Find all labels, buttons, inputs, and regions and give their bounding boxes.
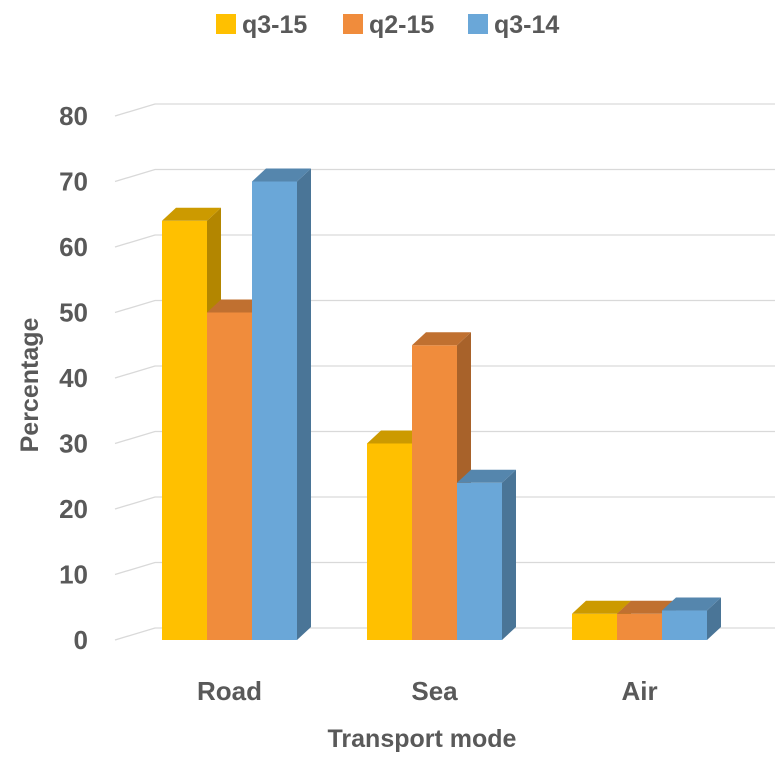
bar-side <box>707 597 721 640</box>
gridline <box>114 365 775 379</box>
gridline <box>114 496 775 510</box>
x-axis-categories: Road Sea Air <box>197 676 658 706</box>
gridline <box>114 430 775 445</box>
y-tick-label: 80 <box>59 101 88 131</box>
bar-top <box>252 168 311 182</box>
bar-front <box>252 181 297 640</box>
legend-item: q3-14 <box>468 11 559 39</box>
legend-label: q2-15 <box>369 11 434 39</box>
x-category-label: Road <box>197 676 262 706</box>
bar-front <box>662 610 707 640</box>
gridline <box>114 561 775 576</box>
y-tick-label: 60 <box>59 232 88 262</box>
gridline <box>114 103 775 117</box>
bar-front <box>617 613 662 640</box>
bar-top <box>617 600 676 614</box>
x-axis-title: Transport mode <box>328 725 517 753</box>
bar-top <box>412 332 471 346</box>
y-tick-label: 30 <box>59 429 88 459</box>
bar-side <box>502 469 516 640</box>
bar-front <box>207 312 252 640</box>
legend-swatch <box>216 14 236 34</box>
y-tick-label: 10 <box>59 560 88 590</box>
bars <box>162 168 721 641</box>
y-tick-label: 40 <box>59 363 88 393</box>
y-tick-label: 70 <box>59 167 88 197</box>
gridline <box>114 299 775 314</box>
bar-front <box>457 482 502 640</box>
bar-front <box>367 443 412 640</box>
bar <box>252 168 311 640</box>
bar-top <box>662 597 721 611</box>
bar-top <box>162 207 221 221</box>
y-axis-title: Percentage <box>16 318 44 453</box>
legend: q3-15 q2-15 q3-14 <box>216 11 559 39</box>
legend-item: q2-15 <box>343 11 434 39</box>
legend-label: q3-15 <box>242 11 307 39</box>
x-category-label: Sea <box>411 676 458 706</box>
legend-item: q3-15 <box>216 11 307 39</box>
bar-top <box>572 600 631 614</box>
gridline <box>114 168 775 183</box>
bar-top <box>207 299 266 313</box>
bar-front <box>162 220 207 641</box>
bar-front <box>412 345 457 640</box>
gridline <box>114 234 775 248</box>
y-tick-label: 50 <box>59 298 88 328</box>
bar <box>457 469 516 640</box>
bar-side <box>297 168 311 640</box>
bar-top <box>367 430 426 444</box>
gridlines <box>114 103 775 641</box>
y-tick-label: 20 <box>59 494 88 524</box>
y-axis-ticks: 0 10 20 30 40 50 60 70 80 <box>59 101 88 655</box>
bar-top <box>457 469 516 483</box>
bar <box>412 332 471 640</box>
legend-swatch <box>343 14 363 34</box>
gridline <box>114 627 775 641</box>
bar <box>662 597 721 640</box>
legend-swatch <box>468 14 488 34</box>
legend-label: q3-14 <box>494 11 559 39</box>
bar-front <box>572 613 617 640</box>
x-category-label: Air <box>621 676 657 706</box>
y-tick-label: 0 <box>74 625 88 655</box>
